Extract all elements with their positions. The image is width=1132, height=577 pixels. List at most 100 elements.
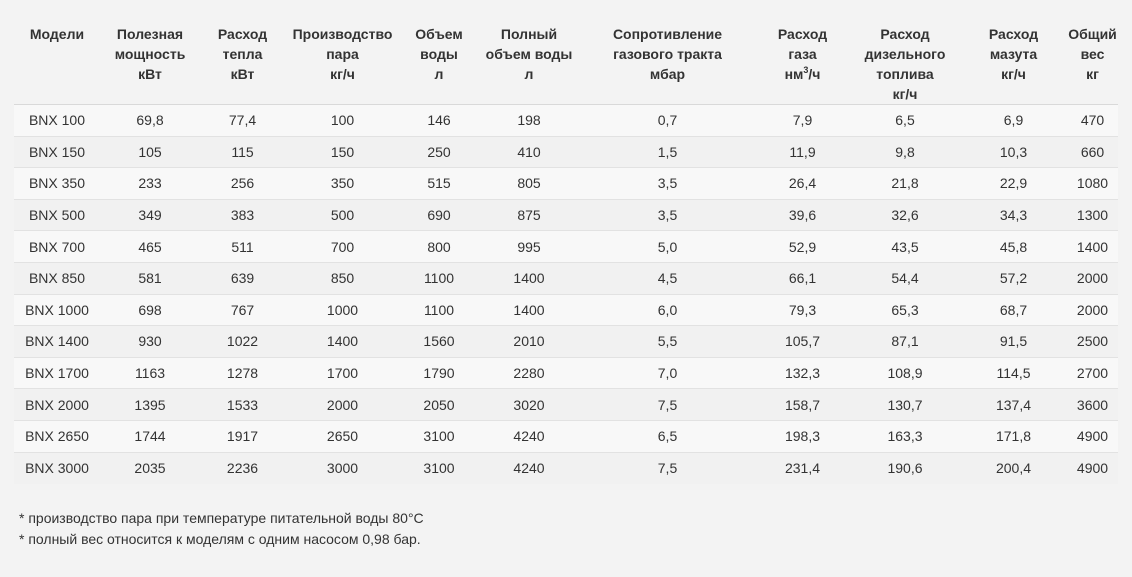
header-line: мбар bbox=[649, 66, 686, 82]
header-water-volume: Объем воды л bbox=[400, 16, 478, 105]
cell-steam-production: 150 bbox=[285, 136, 400, 169]
table-row: BNX 500 349 383 500 690 875 3,5 39,6 32,6 34,3 130… bbox=[14, 199, 1118, 232]
cell-useful-power: 105 bbox=[100, 136, 200, 169]
cell-gas-consumption: 11,9 bbox=[755, 136, 850, 169]
cell-total-weight: 2500 bbox=[1067, 325, 1118, 358]
header-line: кг bbox=[1086, 66, 1099, 82]
cell-water-volume: 3100 bbox=[400, 452, 478, 484]
cell-gas-consumption: 66,1 bbox=[755, 262, 850, 295]
header-line: газа bbox=[788, 46, 817, 62]
cell-diesel-consumption: 87,1 bbox=[850, 325, 960, 358]
table-row: BNX 2000 1395 1533 2000 2050 3020 7,5 158,7 130,… bbox=[14, 388, 1118, 421]
cell-fuel-oil-consumption: 91,5 bbox=[960, 325, 1067, 358]
cell-model: BNX 2000 bbox=[14, 388, 100, 421]
cell-heat-consumption: 383 bbox=[200, 199, 285, 232]
header-line: Модели bbox=[29, 26, 85, 42]
header-diesel-consumption: Расход дизельного топлива кг/ч bbox=[850, 16, 960, 105]
cell-full-water-volume: 995 bbox=[478, 230, 580, 263]
cell-gas-consumption: 79,3 bbox=[755, 294, 850, 327]
table-row: BNX 350 233 256 350 515 805 3,5 26,4 21,8 22,9 108… bbox=[14, 167, 1118, 200]
header-line: мощность bbox=[114, 46, 186, 62]
header-heat-consumption: Расход тепла кВт bbox=[200, 16, 285, 105]
cell-diesel-consumption: 43,5 bbox=[850, 230, 960, 263]
table-row: BNX 700 465 511 700 800 995 5,0 52,9 43,5 45,8 140… bbox=[14, 230, 1118, 263]
header-line: Полный bbox=[500, 26, 558, 42]
cell-useful-power: 233 bbox=[100, 167, 200, 200]
cell-fuel-oil-consumption: 6,9 bbox=[960, 104, 1067, 137]
cell-full-water-volume: 3020 bbox=[478, 388, 580, 421]
cell-model: BNX 100 bbox=[14, 104, 100, 137]
cell-gas-consumption: 231,4 bbox=[755, 452, 850, 484]
header-row: Модели Полезная мощность кВт Расход тепла кВт П… bbox=[14, 16, 1118, 105]
cell-total-weight: 4900 bbox=[1067, 420, 1118, 453]
cell-gas-consumption: 105,7 bbox=[755, 325, 850, 358]
table-row: BNX 150 105 115 150 250 410 1,5 11,9 9,8 10,3 660 bbox=[14, 136, 1118, 169]
header-line: дизельного bbox=[864, 46, 946, 62]
cell-fuel-oil-consumption: 10,3 bbox=[960, 136, 1067, 169]
cell-steam-production: 850 bbox=[285, 262, 400, 295]
cell-water-volume: 146 bbox=[400, 104, 478, 137]
header-line: Расход bbox=[988, 26, 1039, 42]
cell-gas-resistance: 4,5 bbox=[580, 262, 755, 295]
header-line: объем воды bbox=[485, 46, 573, 62]
cell-gas-resistance: 6,5 bbox=[580, 420, 755, 453]
cell-total-weight: 1400 bbox=[1067, 230, 1118, 263]
cell-gas-consumption: 39,6 bbox=[755, 199, 850, 232]
cell-total-weight: 2700 bbox=[1067, 357, 1118, 390]
header-line: кВт bbox=[230, 66, 255, 82]
gas-unit: нм3/ч bbox=[784, 65, 821, 83]
cell-water-volume: 2050 bbox=[400, 388, 478, 421]
cell-water-volume: 690 bbox=[400, 199, 478, 232]
cell-steam-production: 350 bbox=[285, 167, 400, 200]
header-line: тепла bbox=[222, 46, 263, 62]
specs-table-container: Модели Полезная мощность кВт Расход тепла кВт П… bbox=[14, 16, 1118, 484]
cell-diesel-consumption: 163,3 bbox=[850, 420, 960, 453]
cell-diesel-consumption: 190,6 bbox=[850, 452, 960, 484]
cell-model: BNX 150 bbox=[14, 136, 100, 169]
cell-full-water-volume: 2280 bbox=[478, 357, 580, 390]
cell-gas-resistance: 0,7 bbox=[580, 104, 755, 137]
cell-steam-production: 2000 bbox=[285, 388, 400, 421]
cell-useful-power: 2035 bbox=[100, 452, 200, 484]
cell-useful-power: 1395 bbox=[100, 388, 200, 421]
cell-water-volume: 3100 bbox=[400, 420, 478, 453]
cell-heat-consumption: 639 bbox=[200, 262, 285, 295]
cell-fuel-oil-consumption: 171,8 bbox=[960, 420, 1067, 453]
cell-heat-consumption: 767 bbox=[200, 294, 285, 327]
header-line: пара bbox=[326, 46, 359, 62]
cell-diesel-consumption: 6,5 bbox=[850, 104, 960, 137]
footnote-weight: * полный вес относится к моделям с одним… bbox=[19, 531, 421, 547]
table-row: BNX 1400 930 1022 1400 1560 2010 5,5 105,7 87,1 9… bbox=[14, 325, 1118, 358]
cell-useful-power: 698 bbox=[100, 294, 200, 327]
cell-gas-resistance: 1,5 bbox=[580, 136, 755, 169]
header-line: кг/ч bbox=[330, 66, 355, 82]
header-line: Расход bbox=[777, 26, 828, 42]
table-row: BNX 100 69,8 77,4 100 146 198 0,7 7,9 6,5 6,9 470 bbox=[14, 104, 1118, 137]
cell-model: BNX 350 bbox=[14, 167, 100, 200]
cell-diesel-consumption: 21,8 bbox=[850, 167, 960, 200]
cell-useful-power: 69,8 bbox=[100, 104, 200, 137]
header-line: Общий bbox=[1068, 26, 1117, 42]
cell-diesel-consumption: 108,9 bbox=[850, 357, 960, 390]
cell-useful-power: 581 bbox=[100, 262, 200, 295]
cell-gas-consumption: 52,9 bbox=[755, 230, 850, 263]
cell-steam-production: 500 bbox=[285, 199, 400, 232]
cell-full-water-volume: 805 bbox=[478, 167, 580, 200]
header-line: Расход bbox=[217, 26, 268, 42]
header-line: мазута bbox=[989, 46, 1038, 62]
cell-useful-power: 349 bbox=[100, 199, 200, 232]
cell-total-weight: 1080 bbox=[1067, 167, 1118, 200]
cell-heat-consumption: 77,4 bbox=[200, 104, 285, 137]
header-line: воды bbox=[420, 46, 458, 62]
header-line: Производство bbox=[292, 26, 393, 42]
cell-gas-consumption: 198,3 bbox=[755, 420, 850, 453]
header-line: кВт bbox=[138, 66, 162, 82]
cell-gas-consumption: 26,4 bbox=[755, 167, 850, 200]
cell-full-water-volume: 4240 bbox=[478, 452, 580, 484]
cell-gas-resistance: 6,0 bbox=[580, 294, 755, 327]
cell-steam-production: 100 bbox=[285, 104, 400, 137]
header-models: Модели bbox=[14, 16, 100, 105]
header-useful-power: Полезная мощность кВт bbox=[100, 16, 200, 105]
cell-heat-consumption: 1917 bbox=[200, 420, 285, 453]
cell-water-volume: 1100 bbox=[400, 294, 478, 327]
